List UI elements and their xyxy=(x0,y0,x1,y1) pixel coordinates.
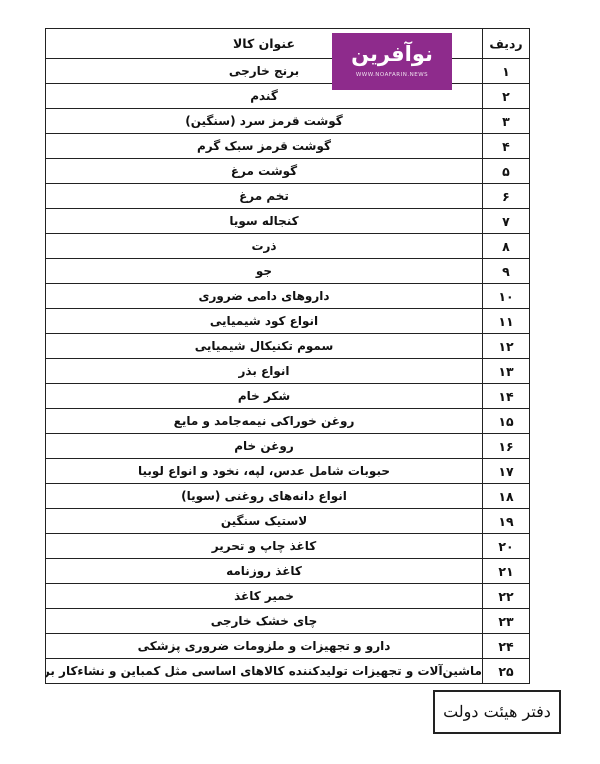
row-number: ۱۴ xyxy=(482,383,530,409)
watermark-logo: نوآفرین WWW.NOAFARIN.NEWS xyxy=(332,33,452,90)
row-number: ۲ xyxy=(482,83,530,109)
table-row: ۲۵ ماشین‌آلات و تجهیزات تولیدکننده کالاها… xyxy=(45,658,530,684)
row-number: ۲۴ xyxy=(482,633,530,659)
table-row: ۲۰ کاغذ چاپ و تحریر xyxy=(45,533,530,559)
goods-title: خمیر کاغذ xyxy=(45,583,483,609)
row-number: ۸ xyxy=(482,233,530,259)
row-number: ۱۳ xyxy=(482,358,530,384)
table-row: ۴ گوشت قرمز سبک گرم xyxy=(45,133,530,159)
table-row: ۲۲ خمیر کاغذ xyxy=(45,583,530,609)
table-row: ۱۵ روغن خوراکی نیمه‌جامد و مایع xyxy=(45,408,530,434)
table-row: ۹ جو xyxy=(45,258,530,284)
goods-title: انواع دانه‌های روغنی (سویا) xyxy=(45,483,483,509)
goods-title: ماشین‌آلات و تجهیزات تولیدکننده کالاهای … xyxy=(45,658,483,684)
table-row: ۲۴ دارو و تجهیزات و ملزومات ضروری پزشکی xyxy=(45,633,530,659)
goods-title: انواع بذر xyxy=(45,358,483,384)
goods-title: داروهای دامی ضروری xyxy=(45,283,483,309)
table-row: ۳ گوشت قرمز سرد (سنگین) xyxy=(45,108,530,134)
goods-table: ردیف عنوان کالا ۱ برنج خارجی ۲ گندم ۳ گوشت قر… xyxy=(45,28,530,684)
logo-url: WWW.NOAFARIN.NEWS xyxy=(355,72,429,78)
row-number: ۷ xyxy=(482,208,530,234)
table-row: ۱۳ انواع بذر xyxy=(45,358,530,384)
table-row: ۱۱ انواع کود شیمیایی xyxy=(45,308,530,334)
row-number: ۲۵ xyxy=(482,658,530,684)
row-number: ۲۳ xyxy=(482,608,530,634)
table-row: ۱۴ شکر خام xyxy=(45,383,530,409)
row-number: ۶ xyxy=(482,183,530,209)
goods-title: چای خشک خارجی xyxy=(45,608,483,634)
table-row: ۱ برنج خارجی xyxy=(45,58,530,84)
goods-title: روغن خام xyxy=(45,433,483,459)
table-row: ۱۷ حبوبات شامل عدس، لپه، نخود و انواع لوب… xyxy=(45,458,530,484)
office-stamp: دفتر هیئت دولت xyxy=(433,690,561,734)
goods-title: انواع کود شیمیایی xyxy=(45,308,483,334)
goods-title: جو xyxy=(45,258,483,284)
table-row: ۱۶ روغن خام xyxy=(45,433,530,459)
goods-title: گوشت قرمز سرد (سنگین) xyxy=(45,108,483,134)
goods-title: گوشت مرغ xyxy=(45,158,483,184)
logo-mark: نوآفرین xyxy=(351,42,433,66)
table-row: ۸ ذرت xyxy=(45,233,530,259)
row-number: ۱۹ xyxy=(482,508,530,534)
table-row: ۲۱ کاغذ روزنامه xyxy=(45,558,530,584)
goods-title: دارو و تجهیزات و ملزومات ضروری پزشکی xyxy=(45,633,483,659)
table-row: ۱۰ داروهای دامی ضروری xyxy=(45,283,530,309)
table-row: ۲ گندم xyxy=(45,83,530,109)
row-number: ۱۰ xyxy=(482,283,530,309)
table-row: ۷ کنجاله سویا xyxy=(45,208,530,234)
goods-title: لاستیک سنگین xyxy=(45,508,483,534)
table-row: ۵ گوشت مرغ xyxy=(45,158,530,184)
goods-title: ذرت xyxy=(45,233,483,259)
row-number: ۱۲ xyxy=(482,333,530,359)
table-row: ۱۸ انواع دانه‌های روغنی (سویا) xyxy=(45,483,530,509)
goods-title: روغن خوراکی نیمه‌جامد و مایع xyxy=(45,408,483,434)
row-number: ۱۱ xyxy=(482,308,530,334)
header-row-number: ردیف xyxy=(482,28,530,59)
row-number: ۲۲ xyxy=(482,583,530,609)
row-number: ۵ xyxy=(482,158,530,184)
goods-title: حبوبات شامل عدس، لپه، نخود و انواع لوبیا xyxy=(45,458,483,484)
row-number: ۲۱ xyxy=(482,558,530,584)
row-number: ۹ xyxy=(482,258,530,284)
table-row: ۱۲ سموم تکنیکال شیمیایی xyxy=(45,333,530,359)
goods-title: گوشت قرمز سبک گرم xyxy=(45,133,483,159)
row-number: ۱۵ xyxy=(482,408,530,434)
table-row: ۲۳ چای خشک خارجی xyxy=(45,608,530,634)
row-number: ۲۰ xyxy=(482,533,530,559)
row-number: ۱۷ xyxy=(482,458,530,484)
goods-title: تخم مرغ xyxy=(45,183,483,209)
row-number: ۳ xyxy=(482,108,530,134)
goods-title: کاغذ روزنامه xyxy=(45,558,483,584)
goods-title: کنجاله سویا xyxy=(45,208,483,234)
table-row: ۶ تخم مرغ xyxy=(45,183,530,209)
table-row: ۱۹ لاستیک سنگین xyxy=(45,508,530,534)
row-number: ۴ xyxy=(482,133,530,159)
row-number: ۱ xyxy=(482,58,530,84)
row-number: ۱۶ xyxy=(482,433,530,459)
goods-title: سموم تکنیکال شیمیایی xyxy=(45,333,483,359)
goods-title: کاغذ چاپ و تحریر xyxy=(45,533,483,559)
table-header-row: ردیف عنوان کالا xyxy=(45,28,530,59)
goods-title: شکر خام xyxy=(45,383,483,409)
row-number: ۱۸ xyxy=(482,483,530,509)
